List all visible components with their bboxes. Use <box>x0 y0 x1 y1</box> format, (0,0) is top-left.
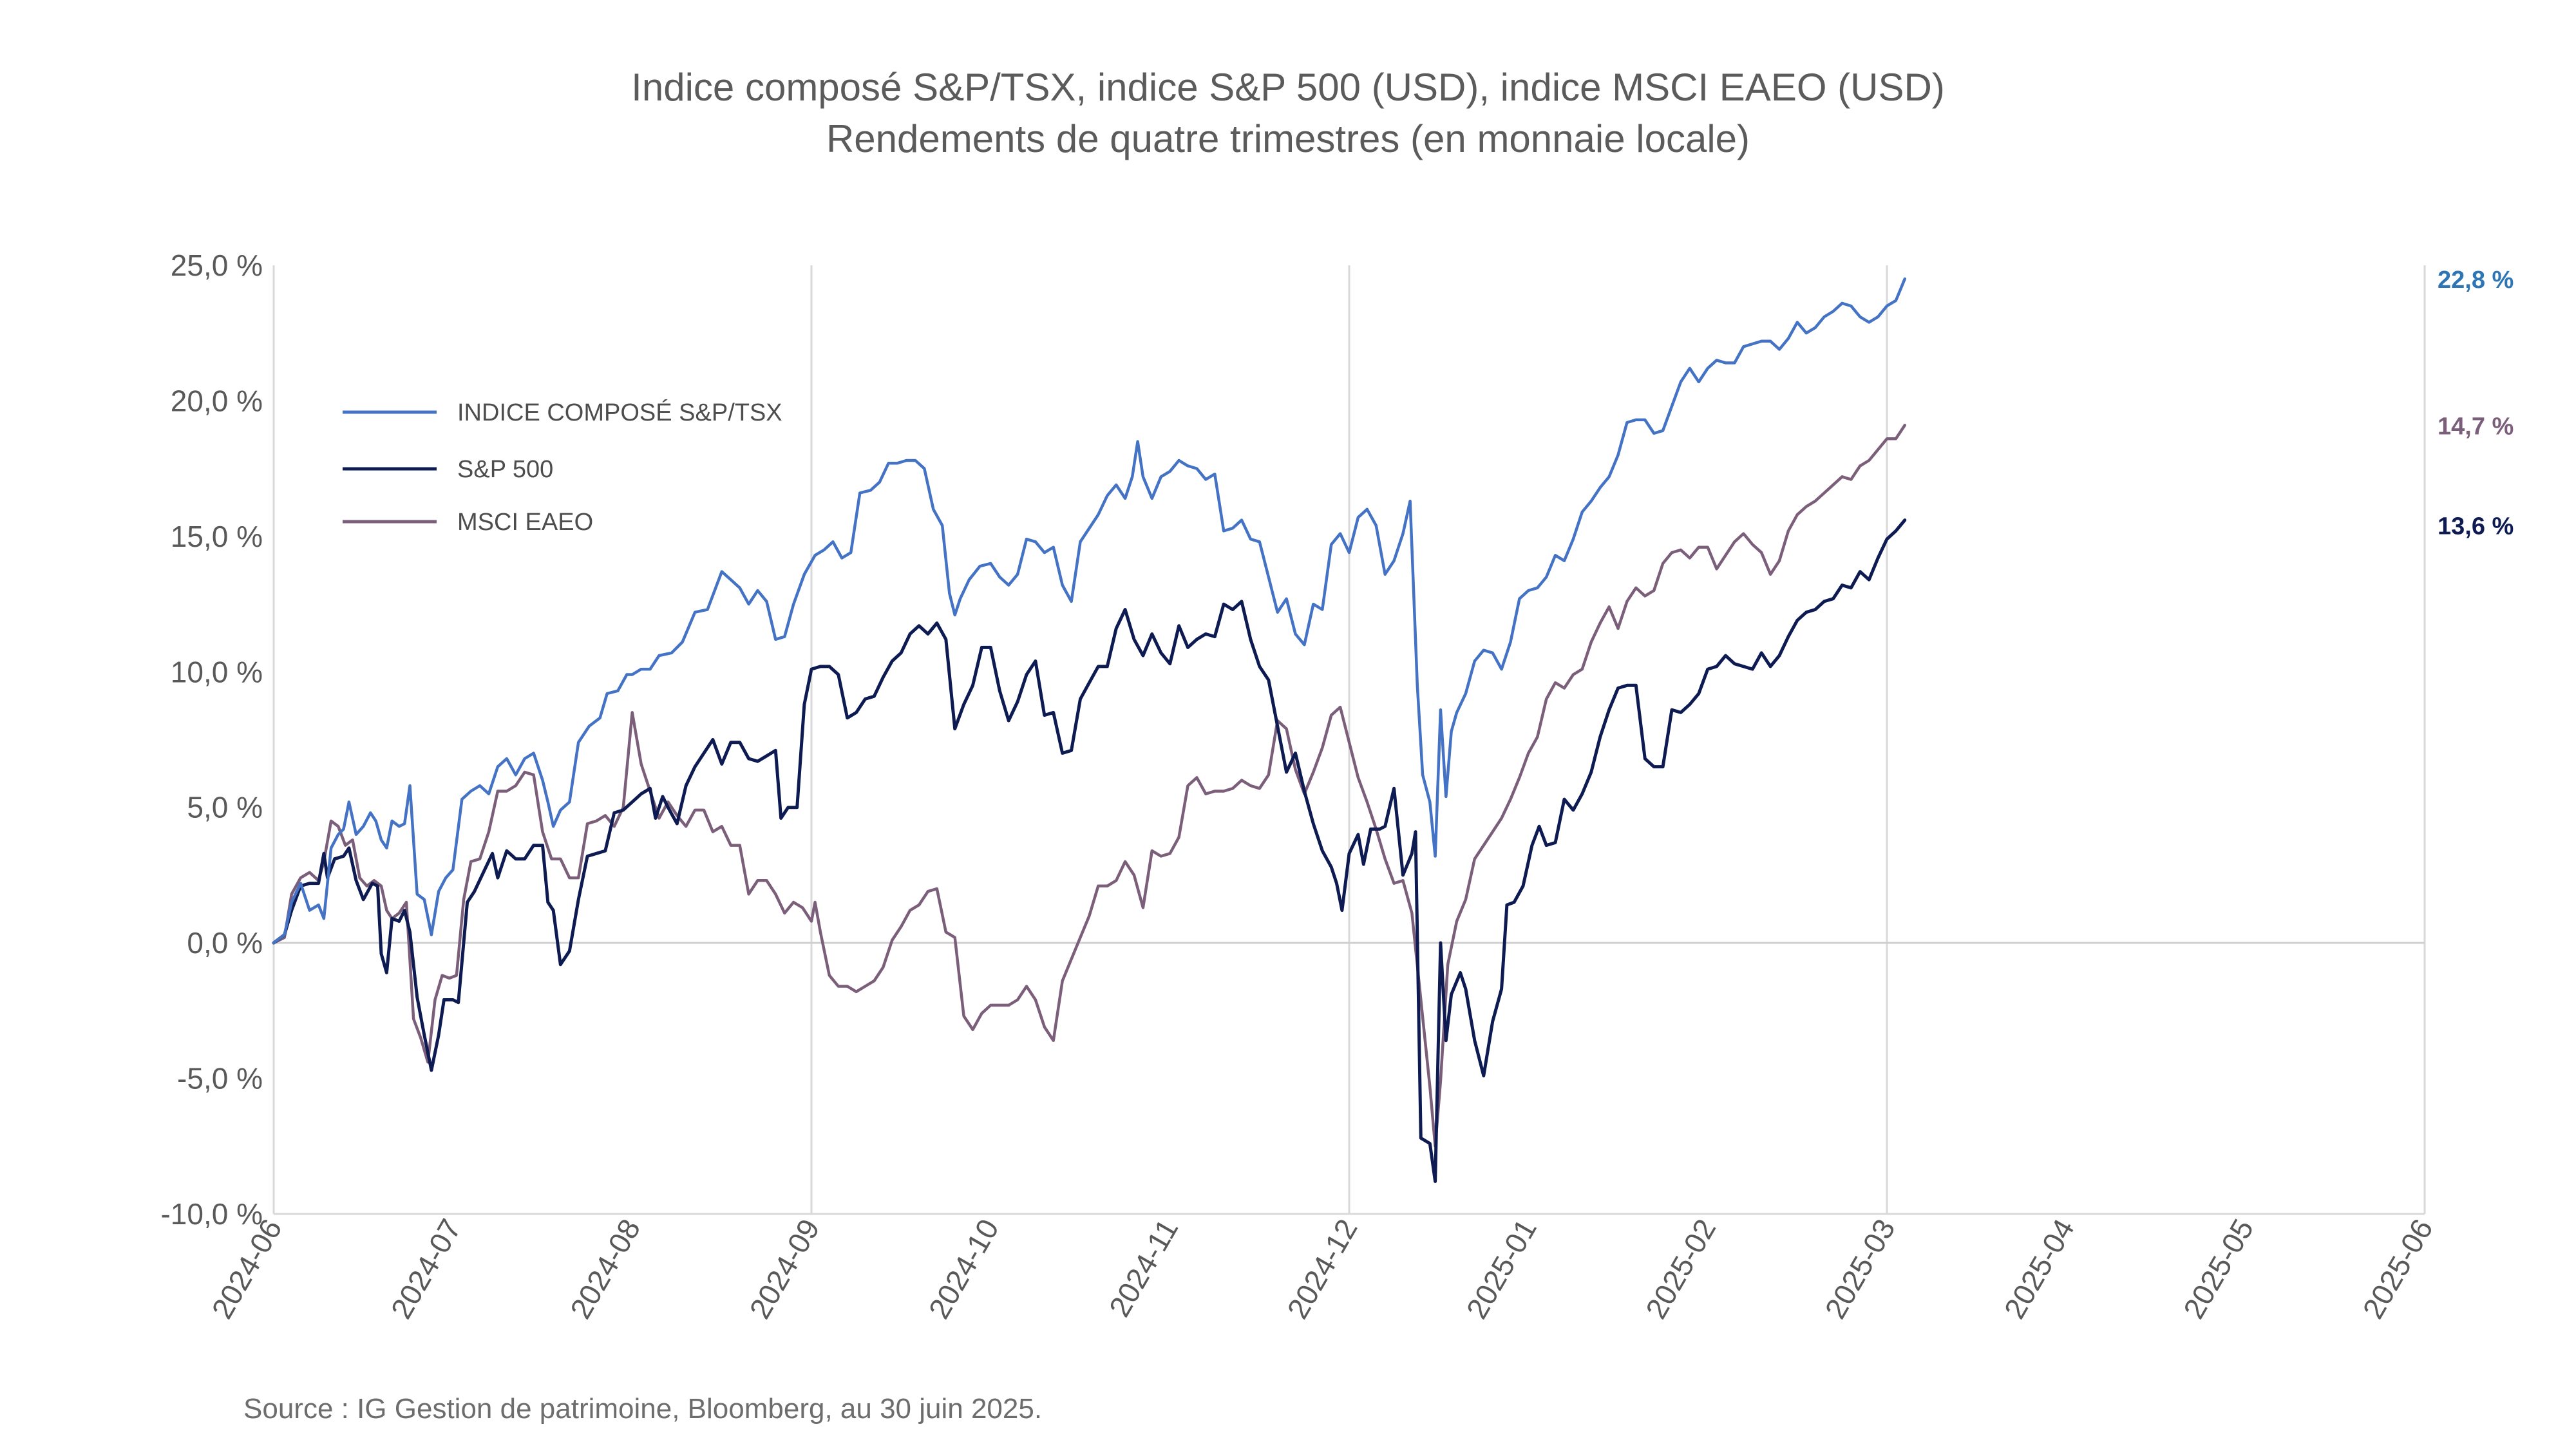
x-tick-label: 2024-10 <box>922 1213 1005 1324</box>
y-tick-label: 10,0 % <box>171 655 263 688</box>
y-tick-label: -10,0 % <box>160 1197 263 1231</box>
legend-label-0: INDICE COMPOSÉ S&P/TSX <box>457 399 782 426</box>
x-tick-label: 2024-11 <box>1103 1213 1185 1322</box>
y-tick-label: 15,0 % <box>171 520 263 553</box>
x-tick-label: 2025-06 <box>2356 1213 2439 1324</box>
y-tick-label: 20,0 % <box>171 384 263 417</box>
y-tick-labels: 25,0 % 20,0 % 15,0 % 10,0 % 5,0 % 0,0 % -5,0 %… <box>160 249 263 1231</box>
x-tick-label: 2024-07 <box>384 1213 468 1324</box>
legend: INDICE COMPOSÉ S&P/TSX S&P 500 MSCI EAEO <box>343 399 782 536</box>
x-tick-label: 2024-12 <box>1280 1213 1363 1324</box>
x-tick-label: 2025-02 <box>1639 1213 1722 1324</box>
y-tick-label: 5,0 % <box>187 791 263 824</box>
x-tick-labels: 2024-06 2024-07 2024-08 2024-09 2024-10 2024-… <box>205 1213 2439 1324</box>
x-tick-label: 2025-03 <box>1818 1213 1901 1324</box>
x-tick-label: 2025-04 <box>1998 1213 2081 1324</box>
x-tick-label: 2024-08 <box>564 1213 647 1324</box>
y-tick-label: -5,0 % <box>177 1062 263 1095</box>
series-lines <box>272 277 1907 1183</box>
series-line-1 <box>272 518 1907 1183</box>
legend-label-2: MSCI EAEO <box>457 509 593 536</box>
axes <box>272 265 2426 1215</box>
source-note: Source : IG Gestion de patrimoine, Bloom… <box>243 1393 1042 1425</box>
x-tick-label: 2025-05 <box>2177 1213 2260 1324</box>
y-tick-label: 25,0 % <box>171 249 263 282</box>
x-tick-label: 2025-01 <box>1460 1213 1543 1324</box>
end-labels: 22,8 % 13,6 % 14,7 % <box>2438 267 2514 540</box>
series-line-2 <box>272 424 1907 1148</box>
end-label-0: 22,8 % <box>2438 267 2514 294</box>
end-label-1: 13,6 % <box>2438 513 2514 540</box>
x-tick-label: 2024-09 <box>743 1213 826 1324</box>
legend-label-1: S&P 500 <box>457 456 553 483</box>
series-line-0 <box>272 277 1907 945</box>
end-label-2: 14,7 % <box>2438 413 2514 440</box>
chart-title: Indice composé S&P/TSX, indice S&P 500 (… <box>631 66 1945 109</box>
y-tick-label: 0,0 % <box>187 926 263 960</box>
chart-subtitle: Rendements de quatre trimestres (en monn… <box>826 117 1750 160</box>
